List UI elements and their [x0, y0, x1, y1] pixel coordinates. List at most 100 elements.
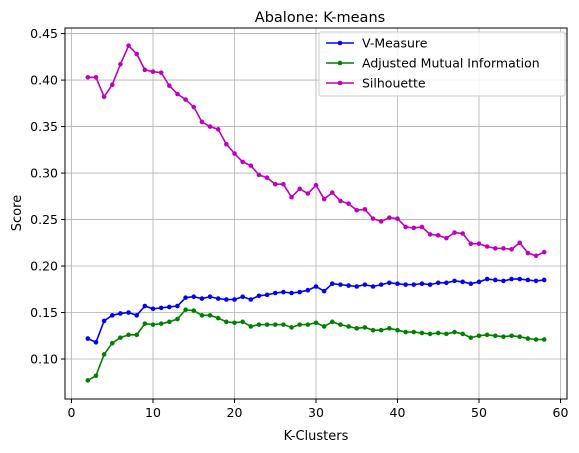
- data-point: [265, 293, 270, 298]
- data-point: [338, 199, 343, 204]
- data-point: [501, 279, 506, 284]
- y-tick-label: 0.30: [30, 166, 58, 181]
- data-point: [191, 308, 196, 313]
- data-point: [126, 310, 131, 315]
- data-point: [517, 334, 522, 339]
- data-point: [191, 105, 196, 110]
- data-point: [118, 62, 123, 67]
- data-point: [371, 284, 376, 289]
- data-point: [102, 352, 107, 357]
- data-point: [249, 324, 254, 329]
- data-point: [436, 331, 441, 336]
- data-point: [436, 280, 441, 285]
- data-point: [493, 278, 498, 283]
- data-point: [249, 163, 254, 168]
- data-point: [240, 320, 245, 325]
- data-point: [501, 334, 506, 339]
- legend-label: Adjusted Mutual Information: [362, 56, 540, 71]
- data-point: [167, 320, 172, 325]
- data-point: [257, 322, 262, 327]
- data-point: [216, 296, 221, 301]
- y-tick-label: 0.15: [30, 305, 58, 320]
- y-axis-label: Score: [10, 195, 25, 231]
- data-point: [403, 330, 408, 335]
- data-point: [411, 330, 416, 335]
- data-point: [118, 311, 123, 316]
- data-point: [428, 232, 433, 237]
- data-point: [387, 326, 392, 331]
- legend-marker: [338, 81, 343, 86]
- data-point: [86, 336, 91, 341]
- data-point: [257, 293, 262, 298]
- data-point: [534, 279, 539, 284]
- data-point: [411, 226, 416, 231]
- data-point: [509, 333, 514, 338]
- data-point: [240, 160, 245, 165]
- data-point: [143, 68, 148, 73]
- data-point: [493, 246, 498, 251]
- data-point: [395, 216, 400, 221]
- data-point: [460, 332, 465, 337]
- data-point: [485, 244, 490, 249]
- y-tick-label: 0.45: [30, 26, 58, 41]
- data-point: [542, 337, 547, 342]
- data-point: [86, 75, 91, 80]
- data-point: [167, 83, 172, 88]
- x-tick-label: 40: [390, 405, 406, 420]
- data-point: [363, 207, 368, 212]
- data-point: [232, 297, 237, 302]
- data-point: [232, 320, 237, 325]
- data-point: [257, 173, 262, 178]
- data-point: [126, 43, 131, 48]
- data-point: [354, 284, 359, 289]
- data-point: [297, 290, 302, 295]
- data-point: [379, 282, 384, 287]
- data-point: [346, 324, 351, 329]
- data-point: [403, 225, 408, 230]
- data-point: [379, 219, 384, 224]
- data-point: [265, 175, 270, 180]
- data-point: [224, 297, 229, 302]
- data-point: [151, 307, 156, 312]
- data-point: [346, 283, 351, 288]
- data-point: [134, 313, 139, 318]
- data-point: [517, 277, 522, 282]
- y-tick-label: 0.40: [30, 73, 58, 88]
- data-point: [289, 195, 294, 200]
- data-point: [143, 304, 148, 309]
- data-point: [542, 278, 547, 283]
- data-point: [330, 281, 335, 286]
- legend-label: V-Measure: [362, 36, 428, 51]
- data-point: [322, 197, 327, 202]
- x-tick-label: 20: [227, 405, 243, 420]
- data-point: [469, 241, 474, 246]
- data-point: [273, 322, 278, 327]
- data-point: [314, 183, 319, 188]
- data-point: [452, 230, 457, 235]
- data-point: [110, 82, 115, 87]
- data-point: [526, 251, 531, 256]
- data-point: [183, 295, 188, 300]
- data-point: [151, 69, 156, 74]
- data-point: [354, 326, 359, 331]
- y-tick-label: 0.35: [30, 119, 58, 134]
- data-point: [444, 332, 449, 337]
- data-point: [281, 182, 286, 187]
- data-point: [371, 216, 376, 221]
- data-point: [469, 335, 474, 340]
- data-point: [306, 322, 311, 327]
- data-point: [485, 333, 490, 338]
- legend-marker: [338, 61, 343, 66]
- data-point: [330, 190, 335, 195]
- data-point: [493, 333, 498, 338]
- legend-marker: [338, 41, 343, 46]
- data-point: [314, 320, 319, 325]
- y-tick-label: 0.10: [30, 352, 58, 367]
- data-point: [420, 225, 425, 230]
- data-point: [143, 321, 148, 326]
- data-point: [354, 208, 359, 213]
- data-point: [118, 335, 123, 340]
- data-point: [387, 215, 392, 220]
- x-tick-label: 30: [308, 405, 324, 420]
